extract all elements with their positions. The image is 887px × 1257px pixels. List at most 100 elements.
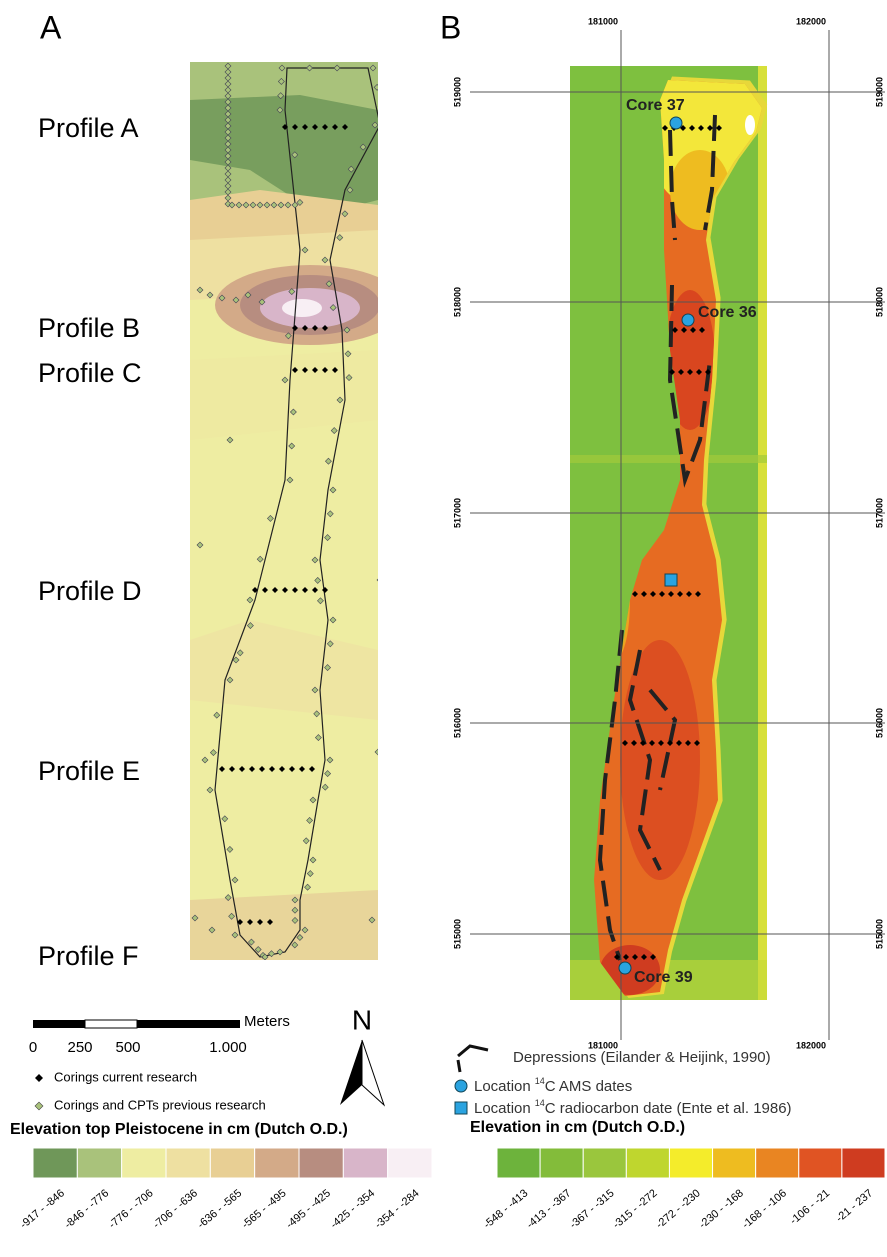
legend-class-label: -272 - -230 <box>654 1187 703 1231</box>
scale-ticks: 0 250 500 1.000 <box>29 1039 247 1056</box>
legend-swatch <box>77 1148 121 1178</box>
legend-swatch <box>626 1148 669 1178</box>
map-b <box>560 50 780 1010</box>
grid-label: 517000 <box>452 498 462 528</box>
profile-label: Profile F <box>38 941 139 971</box>
legend-swatch <box>713 1148 756 1178</box>
legend-class-label: -21 - 237 <box>834 1187 875 1224</box>
scale-tick-label: 500 <box>115 1039 140 1056</box>
legend-class-label: -565 - -495 <box>240 1187 289 1231</box>
legend-swatch <box>497 1148 540 1178</box>
scale-bar <box>137 1020 240 1028</box>
scale-bar <box>85 1020 137 1028</box>
north-arrow <box>362 1040 384 1105</box>
legend-classes: -548 - -413-413 - -367-367 - -315-315 - … <box>481 1148 885 1231</box>
legend-class-label: -106 - -21 <box>788 1187 832 1227</box>
legend-swatch <box>388 1148 432 1178</box>
page: body { margin: 0; background: #fff; font… <box>0 0 887 1257</box>
legend-swatch <box>343 1148 387 1178</box>
core-label: Core 37 <box>626 97 685 114</box>
scale-unit: Meters <box>244 1013 290 1030</box>
scale-tick-label: 0 <box>29 1039 37 1056</box>
legend-swatch <box>669 1148 712 1178</box>
core-marker <box>619 962 631 974</box>
map-a <box>190 62 405 960</box>
coring <box>378 104 384 110</box>
legend-swatch <box>255 1148 299 1178</box>
legend-text: Depressions (Eilander & Heijink, 1990) <box>513 1049 771 1066</box>
legend-swatch <box>799 1148 842 1178</box>
legend-symbol <box>35 1074 43 1082</box>
legend-swatch <box>33 1148 77 1178</box>
panel-label: A <box>40 9 62 45</box>
core-label: Core 39 <box>634 969 693 986</box>
superscript: 14 <box>535 1076 545 1086</box>
grid-label: 181000 <box>588 16 618 26</box>
legend-class-label: -168 - -106 <box>740 1187 789 1231</box>
scale-tick-label: 1.000 <box>209 1039 247 1056</box>
profile-label: Profile B <box>38 313 140 343</box>
superscript: 14 <box>535 1098 545 1108</box>
grid-label: 182000 <box>796 1040 826 1050</box>
radiocarbon-marker <box>665 574 677 586</box>
legend-title: Elevation top Pleistocene in cm (Dutch O… <box>10 1121 348 1138</box>
legend-swatch <box>166 1148 210 1178</box>
profile-label: Profile A <box>38 113 139 143</box>
grid-label: 519000 <box>874 77 884 107</box>
core-label: Core 36 <box>698 304 757 321</box>
legend-class-label: -367 - -315 <box>568 1187 617 1231</box>
legend-text: Corings current research <box>54 1069 197 1084</box>
legend-class-label: -315 - -272 <box>611 1187 660 1231</box>
core-marker <box>682 314 694 326</box>
legend-swatch <box>210 1148 254 1178</box>
legend-class-label: -548 - -413 <box>481 1187 530 1231</box>
legend-title: Elevation in cm (Dutch O.D.) <box>470 1119 685 1136</box>
grid-label: 515000 <box>452 919 462 949</box>
legend-class-label: -230 - -168 <box>697 1187 746 1231</box>
legend-text: Location <box>474 1078 531 1095</box>
grid-label: 515000 <box>874 919 884 949</box>
legend-symbol <box>455 1080 467 1092</box>
legend-class-label: -776 - -706 <box>107 1187 156 1231</box>
legend-symbol <box>35 1102 43 1110</box>
depression-symbol <box>458 1046 488 1072</box>
legend-classes: -917 - -846-846 - -776-776 - -706-706 - … <box>18 1148 432 1231</box>
grid-label: 516000 <box>452 708 462 738</box>
legend-class-label: -495 - -425 <box>284 1187 333 1231</box>
legend-text: Corings and CPTs previous research <box>54 1097 266 1112</box>
core-marker <box>670 117 682 129</box>
grid-label: 516000 <box>874 708 884 738</box>
legend-class-label: -354 - -284 <box>373 1187 422 1231</box>
legend-swatch <box>540 1148 583 1178</box>
profile-labels: Profile A Profile B Profile C Profile D Prof… <box>38 113 142 971</box>
legend-swatch <box>299 1148 343 1178</box>
grid-label: 517000 <box>874 498 884 528</box>
body: {"panel_a": {"label": "A", "profiles": [… <box>0 0 887 1257</box>
legend-class-label: -917 - -846 <box>18 1187 67 1231</box>
legend-class-label: -706 - -636 <box>151 1187 200 1231</box>
profile-label: Profile E <box>38 756 140 786</box>
legend-class-label: -425 - -354 <box>328 1187 377 1231</box>
figure: A Profile AProfile BProfile CProfile DPr… <box>0 0 887 1252</box>
legend-class-label: -413 - -367 <box>525 1187 574 1231</box>
scale-bar <box>33 1020 85 1028</box>
grid-label: 518000 <box>452 287 462 317</box>
legend-text: Location <box>474 1100 531 1117</box>
legend-swatch <box>756 1148 799 1178</box>
grid-label: 518000 <box>874 287 884 317</box>
north-label: N <box>352 1004 372 1035</box>
panel-label: B <box>440 9 461 45</box>
grid-label: 519000 <box>452 77 462 107</box>
grid-label: 182000 <box>796 16 826 26</box>
legend-text: Location 14C radiocarbon date (Ente et al… <box>474 1098 792 1117</box>
legend-class-label: -846 - -776 <box>62 1187 111 1231</box>
legend-text: C radiocarbon date (Ente et al. 1986) <box>545 1100 792 1117</box>
legend-swatch <box>583 1148 626 1178</box>
legend-text: C AMS dates <box>545 1078 633 1095</box>
profile-label: Profile D <box>38 576 142 606</box>
legend-class-label: -636 - -565 <box>195 1187 244 1231</box>
legend-swatch <box>842 1148 885 1178</box>
north-arrow <box>340 1040 362 1105</box>
profile-label: Profile C <box>38 358 142 388</box>
scale-tick-label: 250 <box>67 1039 92 1056</box>
